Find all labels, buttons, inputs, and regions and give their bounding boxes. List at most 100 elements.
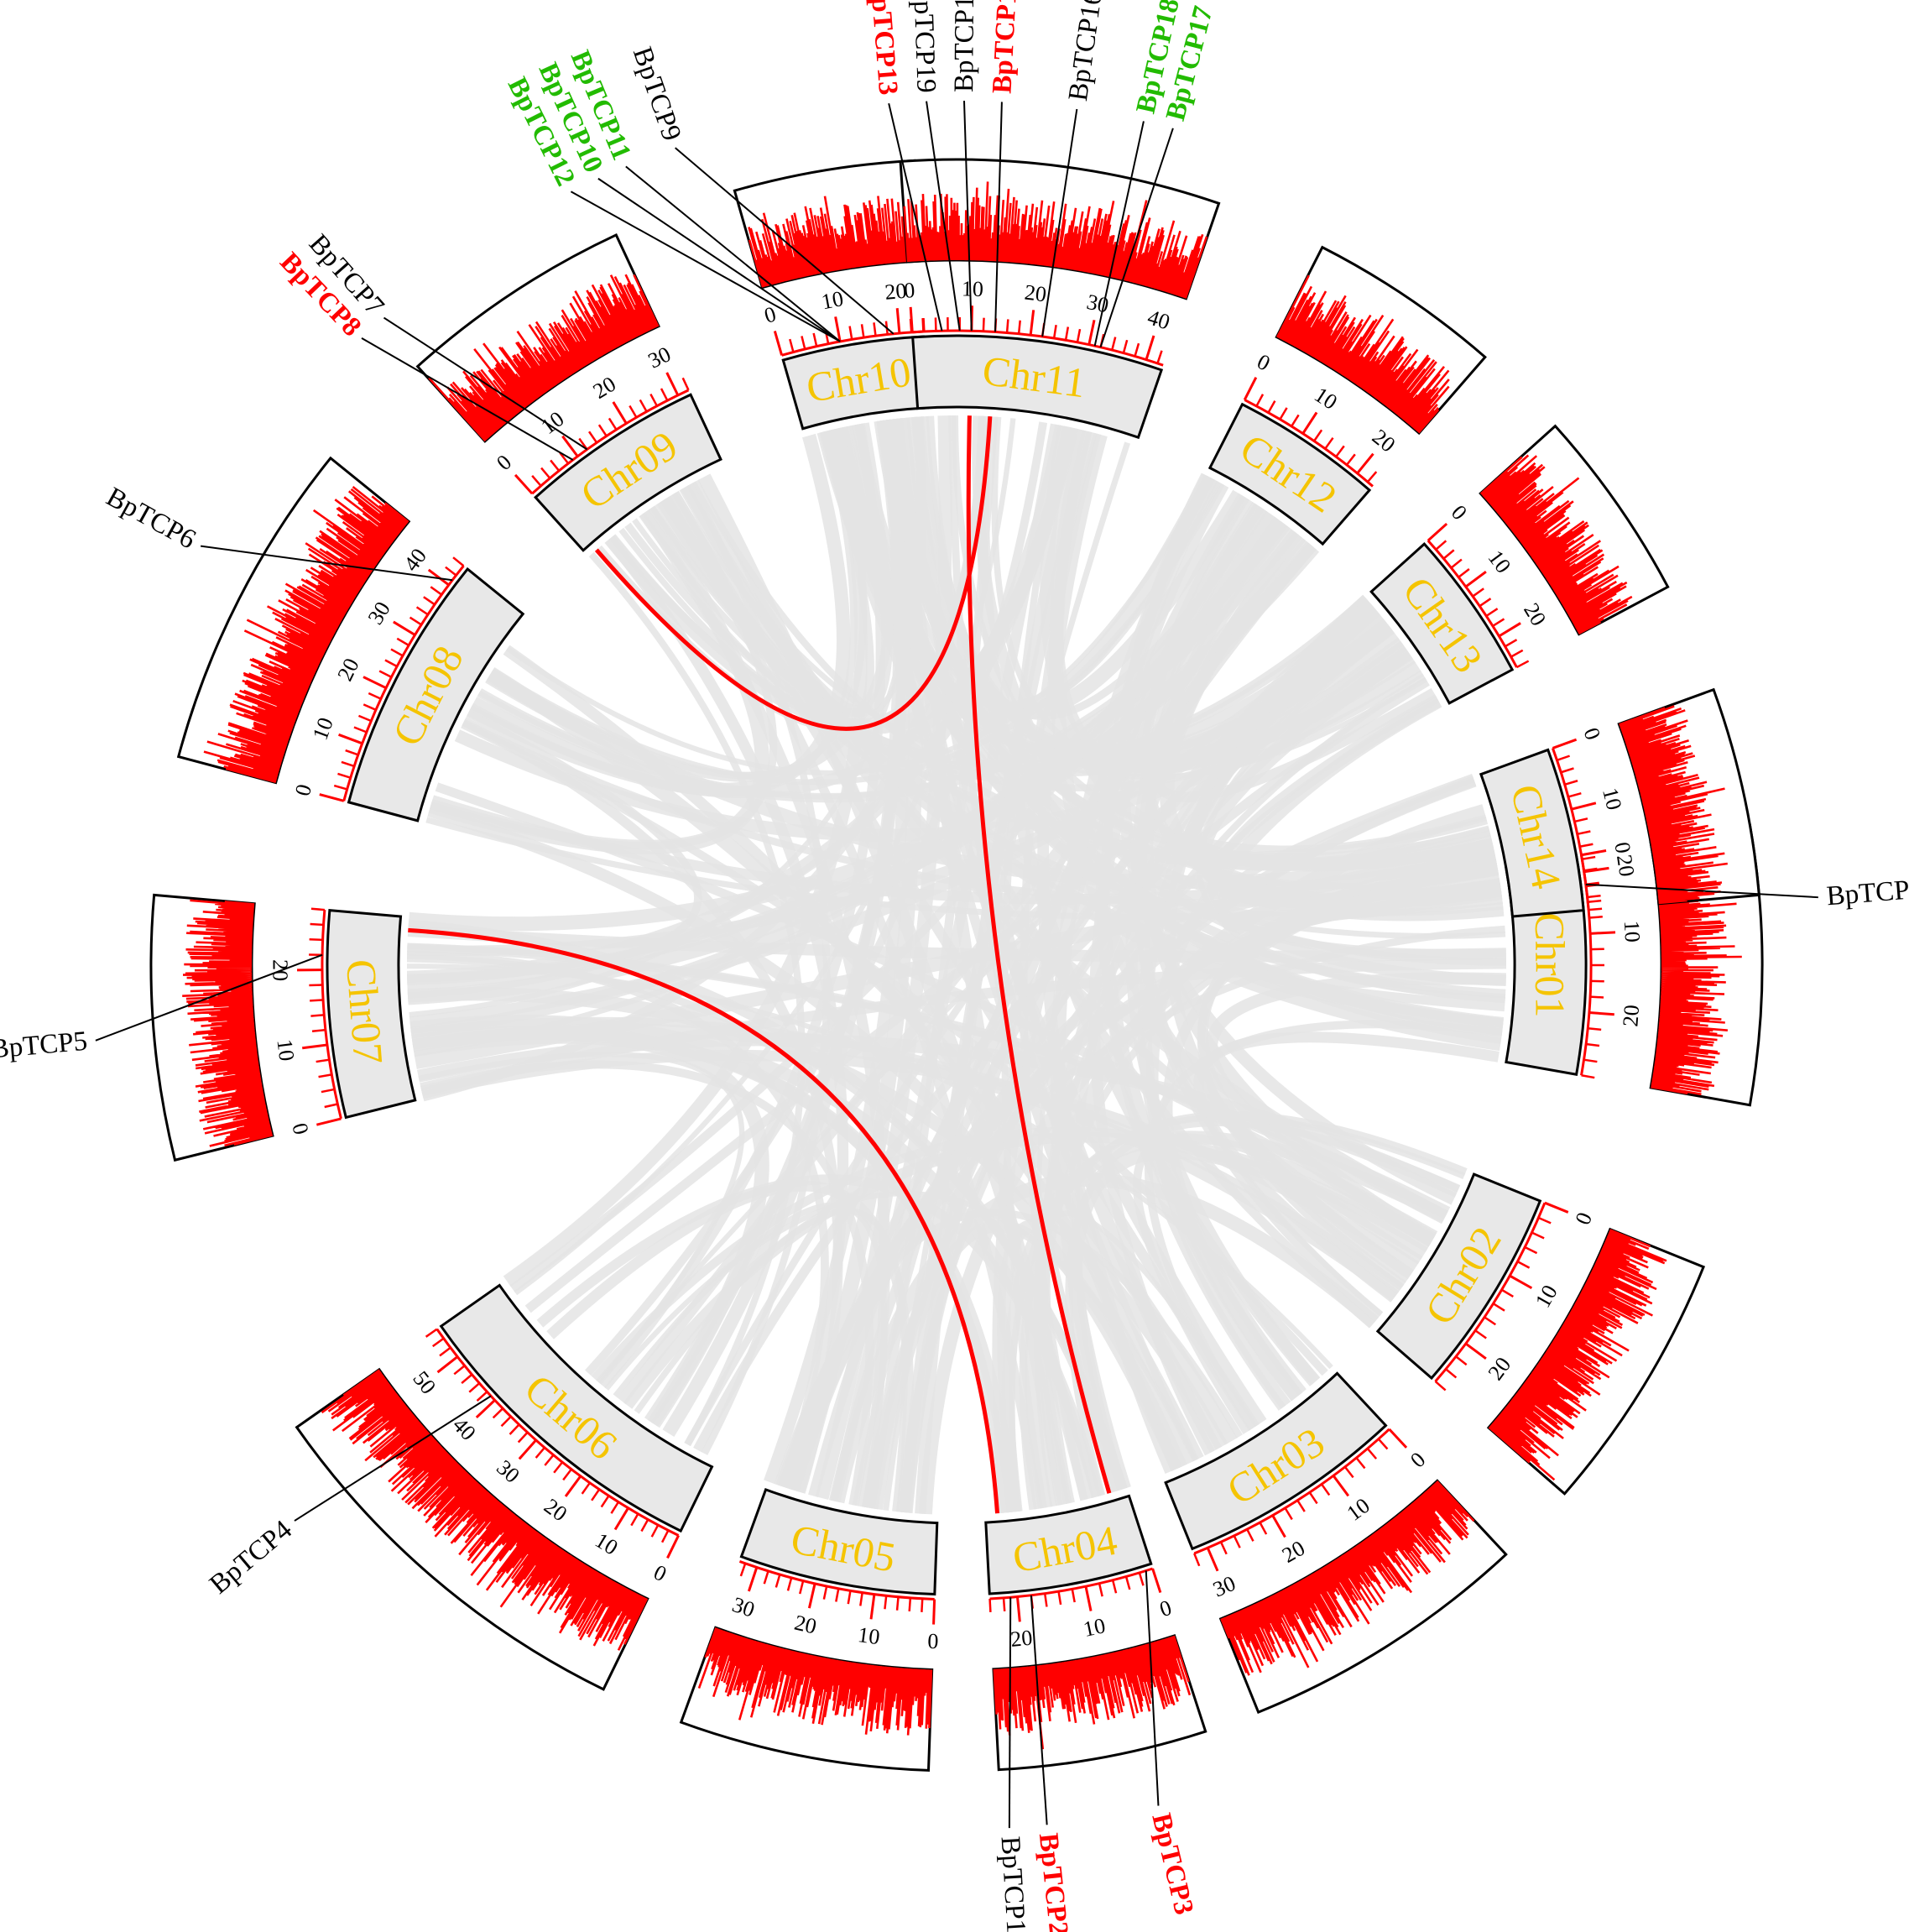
major-tick [1271,1514,1286,1538]
major-tick [1145,335,1155,361]
minor-tick [468,1382,481,1393]
tick-axis [1552,747,1590,911]
minor-tick [1484,1316,1497,1326]
synteny-link [1126,501,1379,770]
minor-tick [1193,1553,1201,1567]
minor-tick [982,317,985,332]
gene-pointer-line [675,147,895,335]
minor-tick [639,399,648,413]
minor-tick [309,937,323,942]
minor-tick [1233,1535,1241,1548]
gene-label-bptcp14: BpTCP14 [949,0,980,92]
gene-pointer-line [1585,883,1818,899]
minor-tick [801,336,806,350]
gene-pointer-line [95,953,323,1042]
ideogram-chr06 [439,1283,714,1533]
major-tick [1498,622,1521,638]
tick-label: 30 [363,598,395,629]
minor-tick [461,1373,473,1385]
minor-tick [1111,337,1117,351]
synteny-link [588,551,806,1447]
tick-label: 10 [1531,1281,1562,1312]
major-tick [747,1567,759,1592]
major-tick [475,1399,496,1419]
minor-tick [591,1488,601,1501]
minor-tick [430,586,443,596]
minor-tick [1284,1507,1293,1521]
minor-tick [822,1585,828,1600]
gene-density-bars [1220,1480,1475,1676]
minor-tick [1474,1329,1487,1339]
minor-tick [660,1529,670,1543]
major-tick [666,1534,680,1559]
major-tick [1388,1428,1408,1449]
major-tick [665,372,680,396]
tick-label: 10 [1598,786,1627,812]
minor-tick [1076,328,1082,343]
minor-tick [1510,649,1524,658]
minor-tick [775,1574,781,1588]
gene-label-bptcp19: BpTCP19 [907,0,941,93]
major-tick [1243,376,1258,401]
tick-label: 20 [1023,280,1047,307]
minor-tick [1582,855,1596,860]
gene-pointer-line [926,101,961,332]
minor-tick [1450,558,1463,569]
major-tick [1206,1547,1219,1572]
gene-label-bptcp20: BpTCP20 [1825,873,1909,911]
minor-tick [1442,549,1455,560]
gene-density-bars [697,1627,933,1736]
major-tick [909,306,914,332]
tick-label: 30 [644,342,675,373]
minor-tick [337,772,352,779]
major-tick [612,401,628,425]
minor-tick [1219,1541,1228,1555]
chromosome-label: Chr07 [337,958,393,1066]
synteny-link [1197,846,1496,1280]
synteny-link [655,498,1502,1052]
minor-tick [540,467,551,479]
synteny-link [1001,425,1067,1509]
ideogram-chr14 [1479,748,1585,918]
tick-axis [1434,1202,1546,1382]
minor-tick [1246,1528,1254,1542]
minor-tick [1588,916,1603,919]
minor-tick [660,388,669,401]
tick-label: 30 [729,1592,758,1622]
major-tick [895,308,901,334]
minor-tick [1564,780,1578,786]
major-tick [869,1594,876,1620]
minor-tick [1455,1355,1468,1366]
minor-tick [1588,907,1603,911]
gene-pointer-line [994,102,1003,332]
synteny-link [1162,859,1498,1396]
major-tick [427,568,450,587]
minor-tick [884,1595,888,1610]
duplication-link-Chr07-Chr04 [408,927,1000,1514]
minor-tick [1492,618,1505,628]
minor-tick [1524,1245,1538,1255]
minor-tick [341,760,355,768]
gene-pointer-line [383,316,588,451]
gene-label-bptcp4: BpTCP4 [204,1515,298,1600]
synteny-link [1208,694,1506,958]
minor-tick [895,1596,900,1611]
gene-pointer-line [1145,1570,1160,1806]
minor-tick [1320,1483,1331,1496]
minor-tick [763,1570,769,1585]
major-tick [319,793,345,802]
minor-tick [1005,319,1009,333]
minor-tick [640,1518,649,1533]
synteny-link [408,919,1128,1491]
minor-tick [1156,350,1163,364]
gene-pointer-line [888,102,943,332]
major-tick [1029,310,1035,336]
tick-label: 20 [1618,1004,1644,1027]
gene-label-bptcp1: BpTCP1 [995,1835,1031,1932]
minor-tick [559,452,570,465]
